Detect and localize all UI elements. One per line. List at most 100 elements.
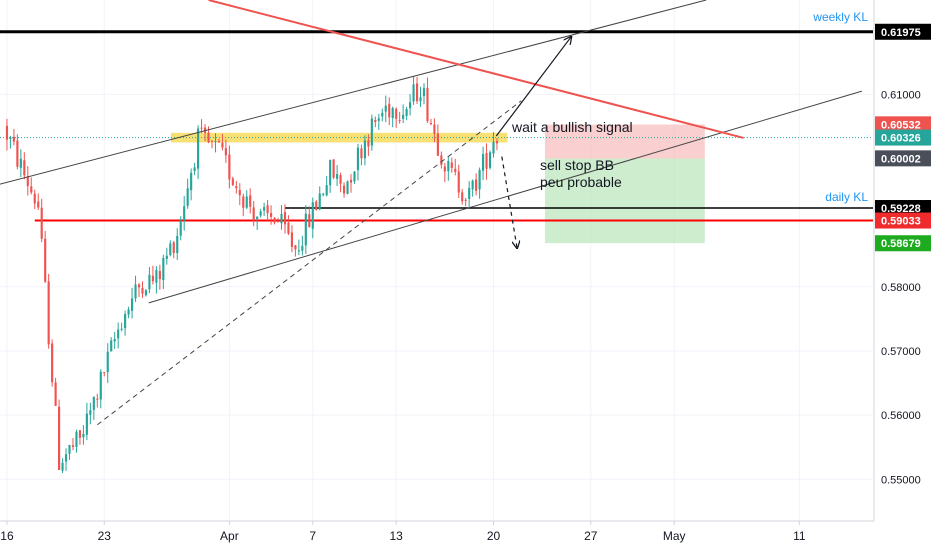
candle-body[interactable] (162, 258, 165, 281)
candle-body[interactable] (353, 171, 356, 182)
candle-body[interactable] (433, 124, 436, 134)
candle-body[interactable] (78, 430, 82, 438)
candle-body[interactable] (89, 410, 92, 415)
candle-body[interactable] (388, 103, 391, 118)
candle-body[interactable] (457, 171, 460, 193)
candle-body[interactable] (492, 141, 495, 154)
candle-body[interactable] (447, 160, 450, 172)
candle-body[interactable] (339, 175, 342, 184)
candle-body[interactable] (294, 245, 297, 250)
candle-body[interactable] (384, 105, 387, 112)
candle-body[interactable] (266, 205, 269, 214)
candle-body[interactable] (106, 351, 109, 373)
candle-body[interactable] (54, 382, 57, 406)
candle-body[interactable] (311, 202, 314, 229)
price-label-box[interactable] (875, 150, 931, 167)
candle-body[interactable] (33, 193, 36, 204)
candle-body[interactable] (165, 255, 168, 259)
candle-body[interactable] (464, 199, 467, 201)
candle-body[interactable] (478, 169, 481, 190)
candle-body[interactable] (197, 128, 200, 169)
candle-body[interactable] (263, 207, 266, 211)
candle-body[interactable] (280, 213, 283, 224)
candle-body[interactable] (297, 250, 300, 252)
price-label-box[interactable] (875, 116, 931, 133)
candle-body[interactable] (127, 309, 130, 315)
candle-body[interactable] (461, 192, 464, 202)
candle-body[interactable] (322, 193, 325, 195)
candle-body[interactable] (221, 142, 224, 148)
candle-body[interactable] (37, 201, 40, 208)
candle-body[interactable] (190, 172, 193, 191)
candle-body[interactable] (475, 179, 478, 191)
candle-body[interactable] (485, 153, 488, 169)
candle-body[interactable] (179, 220, 182, 236)
candle-body[interactable] (183, 206, 186, 221)
lower-channel-line[interactable] (148, 90, 863, 304)
candle-body[interactable] (82, 433, 85, 438)
candle-body[interactable] (200, 127, 203, 129)
candle-body[interactable] (144, 290, 148, 296)
candle-body[interactable] (75, 431, 78, 447)
candle-body[interactable] (30, 186, 33, 193)
candle-body[interactable] (405, 109, 408, 116)
candle-body[interactable] (381, 112, 384, 117)
candle-body[interactable] (409, 102, 412, 109)
candle-body[interactable] (259, 211, 262, 216)
price-label-box[interactable] (875, 235, 931, 252)
candle-body[interactable] (151, 275, 154, 282)
candle-body[interactable] (336, 174, 339, 179)
take-profit-zone[interactable] (544, 158, 705, 244)
candle-body[interactable] (68, 445, 71, 454)
candle-body[interactable] (471, 180, 474, 190)
candle-body[interactable] (429, 123, 433, 125)
candle-body[interactable] (276, 221, 280, 223)
candle-body[interactable] (134, 284, 137, 299)
candle-body[interactable] (249, 195, 252, 207)
candle-body[interactable] (304, 213, 307, 246)
candle-body[interactable] (391, 108, 394, 119)
candle-body[interactable] (40, 207, 43, 239)
candle-body[interactable] (290, 232, 294, 247)
candle-body[interactable] (117, 329, 120, 339)
candle-body[interactable] (440, 155, 443, 165)
candle-body[interactable] (367, 140, 370, 147)
candle-body[interactable] (370, 118, 373, 146)
candle-body[interactable] (346, 181, 349, 194)
candle-body[interactable] (58, 406, 61, 470)
candle-body[interactable] (12, 136, 15, 142)
candle-body[interactable] (412, 84, 415, 102)
candle-body[interactable] (283, 212, 287, 225)
candle-body[interactable] (426, 87, 429, 122)
candle-body[interactable] (207, 132, 210, 143)
candle-body[interactable] (454, 168, 457, 172)
candle-body[interactable] (210, 140, 214, 142)
candle-body[interactable] (176, 235, 179, 254)
candle-body[interactable] (235, 186, 238, 189)
candle-body[interactable] (103, 372, 106, 374)
stop-loss-zone[interactable] (544, 124, 705, 159)
candle-body[interactable] (468, 187, 471, 199)
candle-body[interactable] (231, 178, 234, 186)
candle-body[interactable] (23, 160, 26, 176)
candle-body[interactable] (61, 462, 64, 471)
red-downtrend-line[interactable] (208, 0, 744, 139)
candle-body[interactable] (110, 340, 113, 352)
candle-body[interactable] (422, 88, 426, 97)
candle-body[interactable] (495, 141, 499, 144)
candle-body[interactable] (349, 179, 353, 183)
candle-body[interactable] (252, 207, 255, 221)
candle-body[interactable] (158, 271, 161, 280)
price-label-box[interactable] (875, 23, 931, 40)
candle-body[interactable] (193, 167, 196, 172)
candle-body[interactable] (287, 222, 290, 234)
candle-body[interactable] (47, 281, 50, 345)
candle-body[interactable] (374, 119, 377, 123)
candle-body[interactable] (44, 238, 47, 282)
candle-body[interactable] (450, 162, 453, 169)
candle-body[interactable] (242, 196, 245, 208)
candle-body[interactable] (342, 185, 346, 194)
candle-body[interactable] (402, 114, 405, 119)
